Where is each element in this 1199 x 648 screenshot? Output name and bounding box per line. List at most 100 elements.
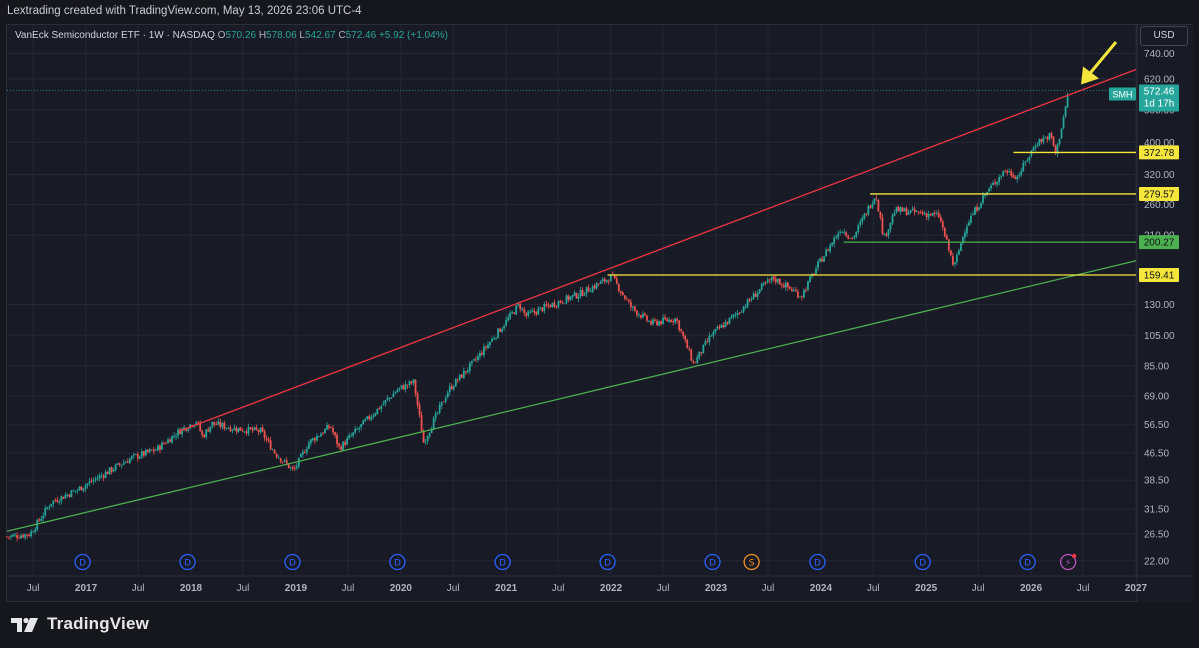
dividend-event-icon[interactable] <box>284 553 301 571</box>
split-event-icon[interactable] <box>743 553 760 571</box>
price-tick-label: 56.50 <box>1144 420 1169 431</box>
dividend-event-icon[interactable] <box>74 553 91 571</box>
candle-body <box>682 331 685 337</box>
candle-body <box>1060 128 1063 139</box>
candle-body <box>905 208 908 215</box>
dividend-event-icon[interactable] <box>914 553 931 571</box>
time-tick-label: Jul <box>1077 583 1090 594</box>
dividend-event-icon[interactable] <box>389 553 406 571</box>
candle-body <box>26 534 29 536</box>
support-trendline[interactable] <box>6 260 1137 532</box>
upcoming-earnings-icon[interactable] <box>1060 553 1077 571</box>
candle-body <box>962 236 964 244</box>
candle-body <box>60 496 63 502</box>
candle-body <box>513 312 516 314</box>
candle-body <box>859 221 862 225</box>
legend-title[interactable]: VanEck Semiconductor ETF · 1W · NASDAQ <box>15 30 215 41</box>
candle-body <box>94 478 97 480</box>
candle-body <box>328 425 330 428</box>
dividend-event-icon[interactable] <box>1019 553 1036 571</box>
candle-body <box>64 495 67 499</box>
candle-body <box>378 408 381 410</box>
candle-body <box>80 486 83 491</box>
currency-button[interactable]: USD <box>1140 26 1188 46</box>
candle-body <box>549 305 552 308</box>
dividend-event-icon[interactable] <box>179 553 196 571</box>
candle-body <box>958 250 960 255</box>
candle-body <box>466 370 469 372</box>
candle-body <box>909 209 912 213</box>
event-marker-letter: D <box>394 559 401 569</box>
event-marker-letter: D <box>1024 559 1031 569</box>
candle-body <box>293 468 296 470</box>
candle-body <box>865 213 868 215</box>
candle-body <box>430 429 433 434</box>
candle-body <box>92 480 95 482</box>
candle-body <box>74 490 77 492</box>
candle-body <box>563 303 566 305</box>
price-tick-label: 260.00 <box>1144 200 1175 211</box>
candle-body <box>173 435 175 437</box>
dividend-event-icon[interactable] <box>704 553 721 571</box>
price-tick-label: 31.50 <box>1144 505 1169 516</box>
candle-body <box>722 325 725 328</box>
candle-body <box>746 299 749 308</box>
candle-body <box>50 503 53 507</box>
candle-body <box>1062 116 1065 128</box>
candle-body <box>54 500 57 501</box>
candle-body <box>432 418 435 430</box>
candle-body <box>742 306 745 312</box>
candle-body <box>571 295 574 298</box>
candle-body <box>56 500 59 503</box>
candle-body <box>835 237 838 239</box>
candle-body <box>98 475 101 479</box>
candle-body <box>573 292 576 296</box>
candle-body <box>652 319 654 324</box>
candle-body <box>817 261 819 268</box>
candle-body <box>470 360 473 364</box>
candle-body <box>271 449 274 451</box>
candle-body <box>72 490 75 492</box>
candle-body <box>1010 170 1013 176</box>
candle-body <box>96 478 99 480</box>
candle-body <box>607 280 610 282</box>
candle-body <box>1058 138 1061 145</box>
candle-body <box>553 302 556 307</box>
event-marker-letter: D <box>79 559 86 569</box>
candle-body <box>1004 170 1007 172</box>
candle-body <box>517 303 520 306</box>
candle-body <box>311 438 314 440</box>
candle-body <box>943 227 946 237</box>
candle-body <box>243 431 246 433</box>
candle-body <box>893 213 896 216</box>
candle-body <box>150 449 153 451</box>
candle-body <box>358 427 361 430</box>
tradingview-logo[interactable]: TradingView <box>11 612 149 636</box>
candle-body <box>754 293 757 297</box>
candle-body <box>82 488 85 491</box>
candle-body <box>442 401 445 403</box>
candle-body <box>68 494 71 497</box>
time-tick-label: 2026 <box>1020 583 1043 594</box>
dividend-event-icon[interactable] <box>809 553 826 571</box>
dividend-event-icon[interactable] <box>494 553 511 571</box>
candle-body <box>434 413 437 419</box>
price-tick-label: 105.00 <box>1144 331 1175 342</box>
price-axis[interactable] <box>1137 25 1193 602</box>
candle-body <box>947 239 950 251</box>
candle-body <box>322 433 324 435</box>
dividend-event-icon[interactable] <box>599 553 616 571</box>
candle-body <box>1034 146 1037 149</box>
candle-body <box>428 432 431 437</box>
candle-body <box>529 311 532 313</box>
annotation-arrow[interactable] <box>1087 41 1118 76</box>
candle-body <box>396 389 399 393</box>
candle-body <box>215 424 218 425</box>
candle-body <box>237 427 240 433</box>
candle-body <box>686 340 689 349</box>
candle-body <box>44 507 47 516</box>
resistance-trendline[interactable] <box>178 68 1137 432</box>
time-tick-label: 2025 <box>915 583 938 594</box>
candle-body <box>925 213 928 218</box>
